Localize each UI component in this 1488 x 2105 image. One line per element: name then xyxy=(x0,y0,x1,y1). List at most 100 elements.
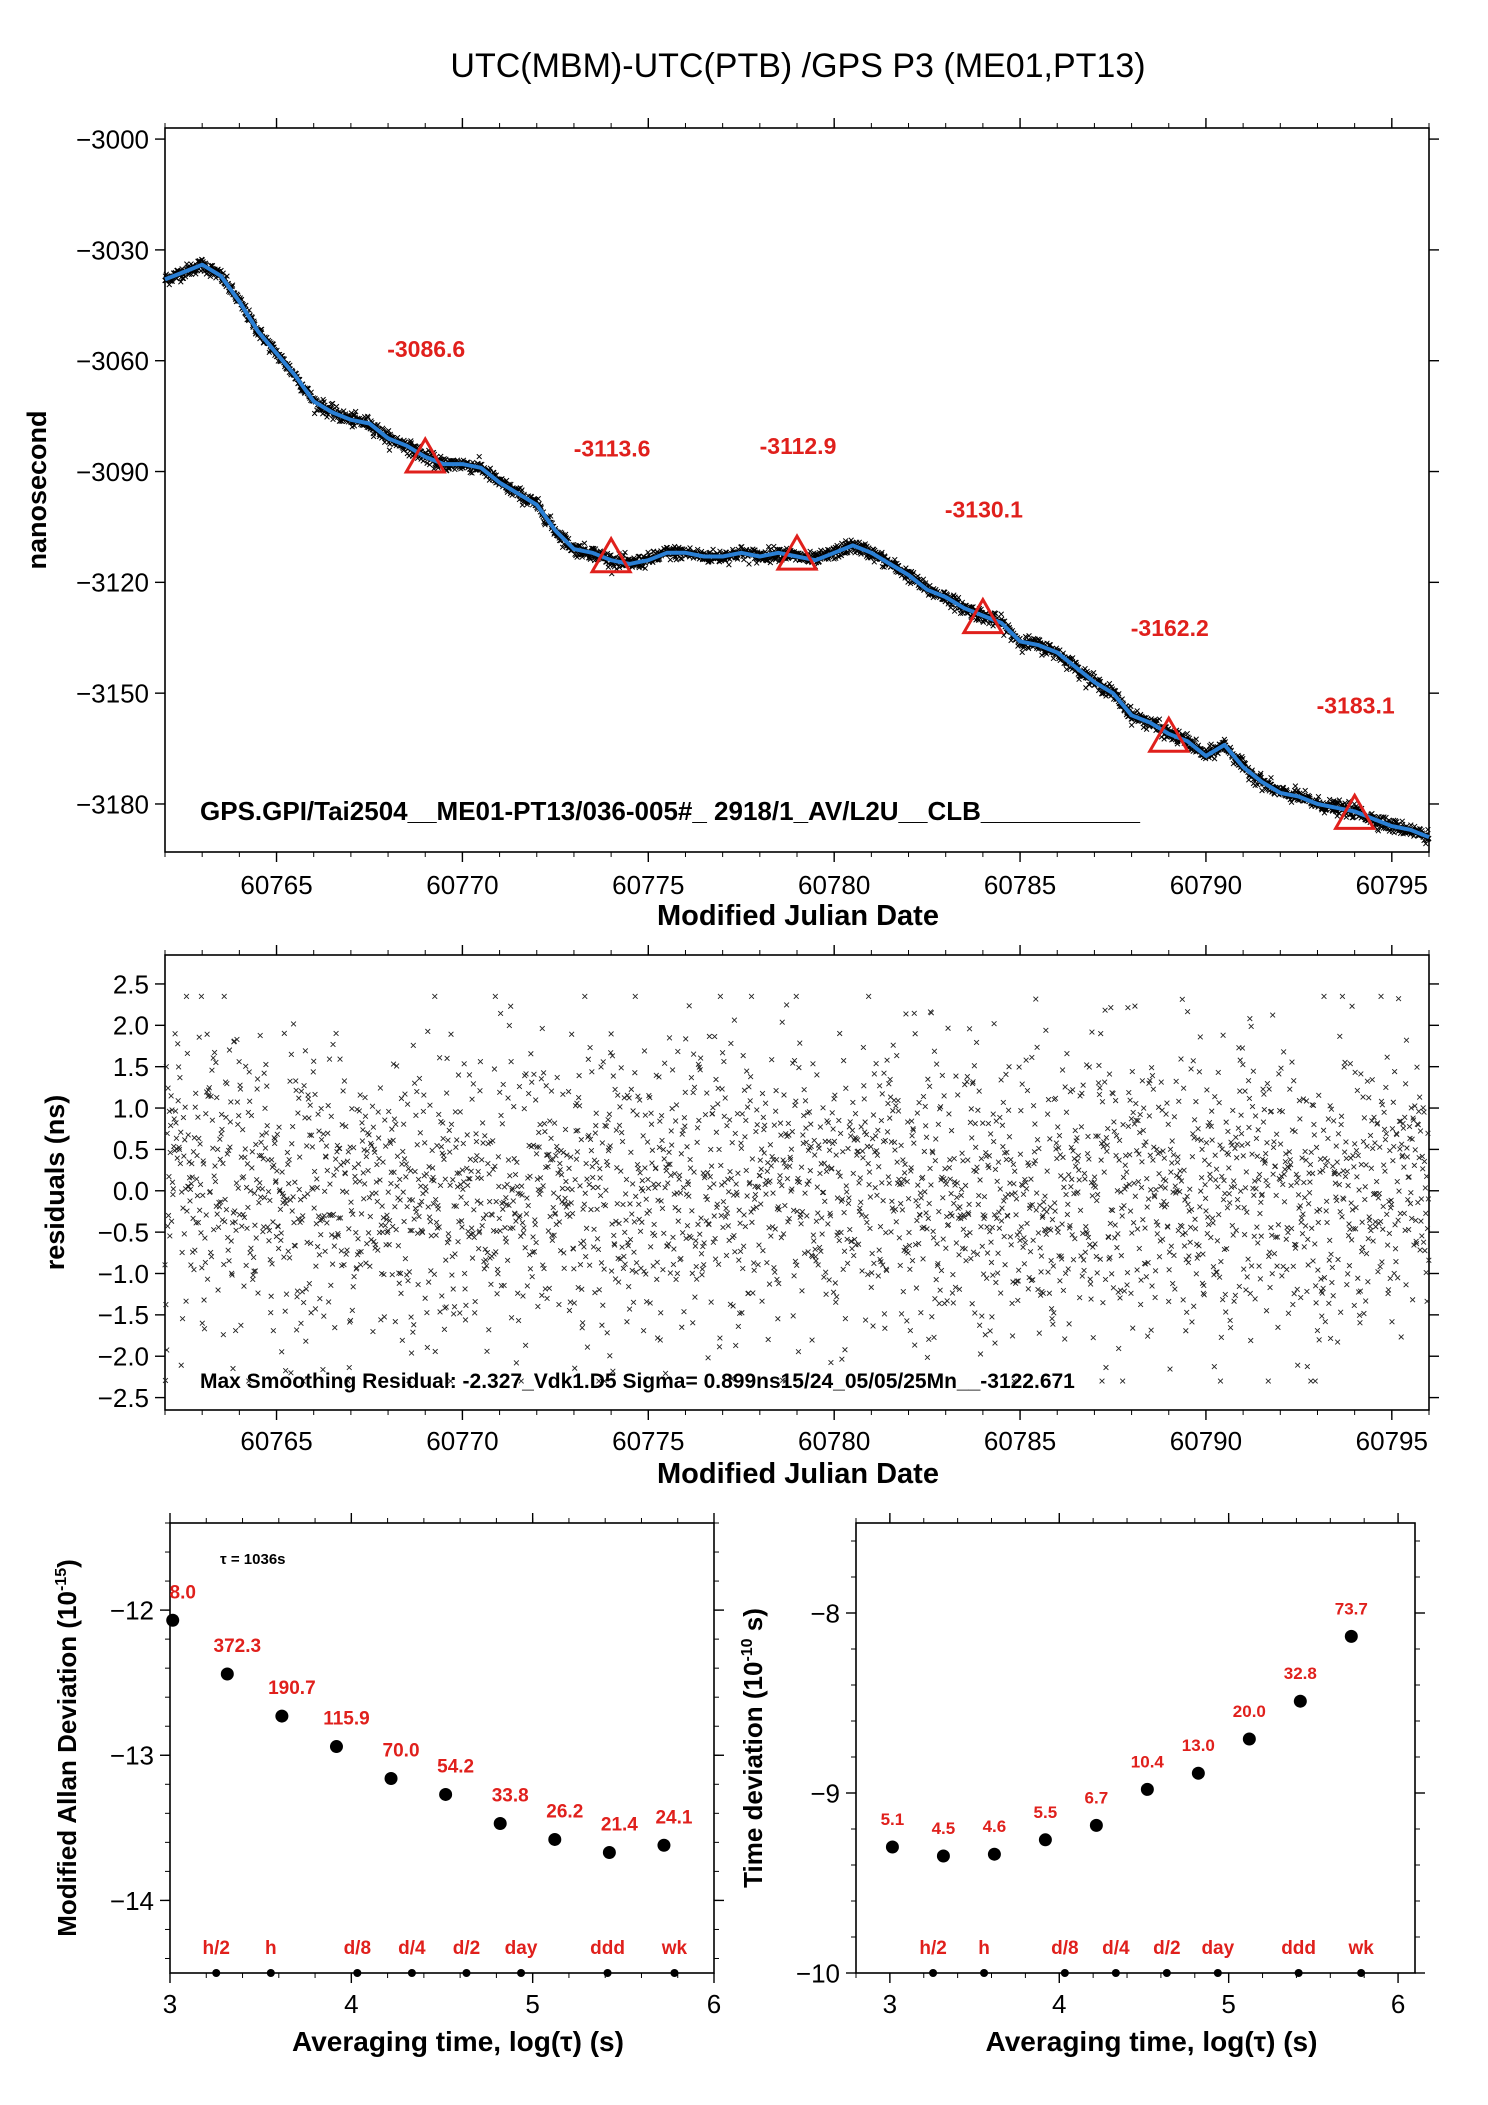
residual-point xyxy=(759,1298,765,1304)
residual-point xyxy=(400,1121,407,1127)
residual-point xyxy=(645,1185,652,1192)
residual-point xyxy=(303,1338,309,1344)
residual-point xyxy=(519,1220,526,1226)
residual-point xyxy=(604,1162,611,1169)
residual-point xyxy=(809,1337,815,1343)
residual-point xyxy=(772,1108,779,1114)
residual-point xyxy=(879,1262,886,1268)
residual-point xyxy=(488,1281,494,1288)
residual-point xyxy=(773,1087,779,1094)
residual-point xyxy=(926,1336,932,1343)
residual-point xyxy=(910,1126,916,1132)
residual-point xyxy=(916,1099,922,1106)
residual-point xyxy=(668,1128,674,1134)
residual-point xyxy=(192,1247,198,1253)
residual-point xyxy=(397,1270,404,1277)
residual-point xyxy=(742,1223,749,1230)
residual-point xyxy=(181,1153,187,1159)
residual-point xyxy=(798,1164,805,1170)
residual-point xyxy=(220,1331,227,1338)
residual-point xyxy=(793,993,799,1000)
residual-point xyxy=(286,1255,293,1261)
residual-point xyxy=(917,1212,923,1218)
residual-point xyxy=(357,1178,363,1185)
residual-point xyxy=(283,1291,290,1297)
residual-point xyxy=(626,1095,632,1101)
residual-point xyxy=(500,1081,506,1088)
residual-point xyxy=(491,1066,498,1072)
residual-point xyxy=(935,1260,941,1267)
smoothed-curve xyxy=(164,262,1430,840)
residual-point xyxy=(311,1168,318,1175)
residual-point xyxy=(295,1110,301,1116)
residual-point xyxy=(731,1017,738,1023)
measurement-point xyxy=(694,546,701,553)
residual-point xyxy=(514,1159,520,1166)
residual-point xyxy=(806,1109,813,1115)
residual-point xyxy=(629,1211,635,1217)
residual-point xyxy=(583,1225,590,1231)
residual-point xyxy=(661,1156,667,1162)
residual-point xyxy=(510,1225,516,1231)
residual-point xyxy=(371,1149,378,1156)
measurement-point xyxy=(710,546,716,553)
residual-point xyxy=(718,1162,724,1169)
measurement-point xyxy=(387,431,394,438)
residual-point xyxy=(678,1255,684,1262)
residual-point xyxy=(265,1188,272,1195)
residual-point xyxy=(843,1189,850,1195)
triangle-marker xyxy=(1333,792,1377,830)
residual-point xyxy=(864,1219,870,1226)
residual-point xyxy=(380,1215,387,1221)
residual-point xyxy=(373,1179,380,1185)
residual-point xyxy=(890,1042,896,1048)
residual-point xyxy=(245,1204,251,1211)
measurement-point xyxy=(858,551,864,557)
residual-point xyxy=(761,1126,767,1133)
residual-point xyxy=(786,1163,793,1169)
residual-point xyxy=(307,1102,313,1108)
residual-point xyxy=(358,1211,365,1217)
residual-point xyxy=(571,1300,578,1306)
residual-point xyxy=(582,1253,589,1260)
residual-point xyxy=(704,1090,710,1096)
residual-point xyxy=(734,1110,741,1117)
residual-point xyxy=(304,1239,310,1246)
residual-point xyxy=(234,1036,240,1043)
residual-point xyxy=(579,1325,585,1331)
residual-point xyxy=(636,1097,643,1103)
residual-point xyxy=(166,1173,172,1180)
y-tick-label: 1.5 xyxy=(113,1052,149,1082)
x-tick-label: 60780 xyxy=(798,1426,870,1456)
residual-point xyxy=(588,1206,594,1213)
residual-point xyxy=(843,1085,849,1091)
residual-point xyxy=(812,1246,818,1253)
residual-point xyxy=(508,1315,515,1321)
x-tick-label: 60775 xyxy=(612,870,684,900)
residual-point xyxy=(642,1112,649,1118)
residual-point xyxy=(529,1249,536,1255)
residual-point xyxy=(428,1233,434,1239)
residual-point xyxy=(386,1108,392,1115)
residual-point xyxy=(455,1072,462,1078)
residual-point xyxy=(558,1172,565,1178)
y-tick-label: −2.0 xyxy=(98,1342,149,1372)
residual-point xyxy=(218,1131,224,1137)
measurement-point xyxy=(193,271,199,277)
residual-point xyxy=(214,1146,221,1153)
residual-point xyxy=(905,1195,912,1202)
residual-point xyxy=(195,1114,201,1120)
residual-point xyxy=(464,1182,471,1189)
residual-point xyxy=(533,1151,540,1157)
residual-point xyxy=(614,1200,621,1207)
residual-point xyxy=(598,1064,604,1070)
residual-point xyxy=(418,1198,425,1205)
residual-point xyxy=(865,1271,871,1278)
residual-point xyxy=(686,1003,692,1009)
residual-point xyxy=(600,1302,606,1308)
residual-point xyxy=(589,1069,595,1075)
residual-point xyxy=(826,1138,832,1145)
residual-point xyxy=(767,1178,773,1184)
residual-point xyxy=(576,1072,582,1079)
residual-point xyxy=(504,1257,511,1264)
